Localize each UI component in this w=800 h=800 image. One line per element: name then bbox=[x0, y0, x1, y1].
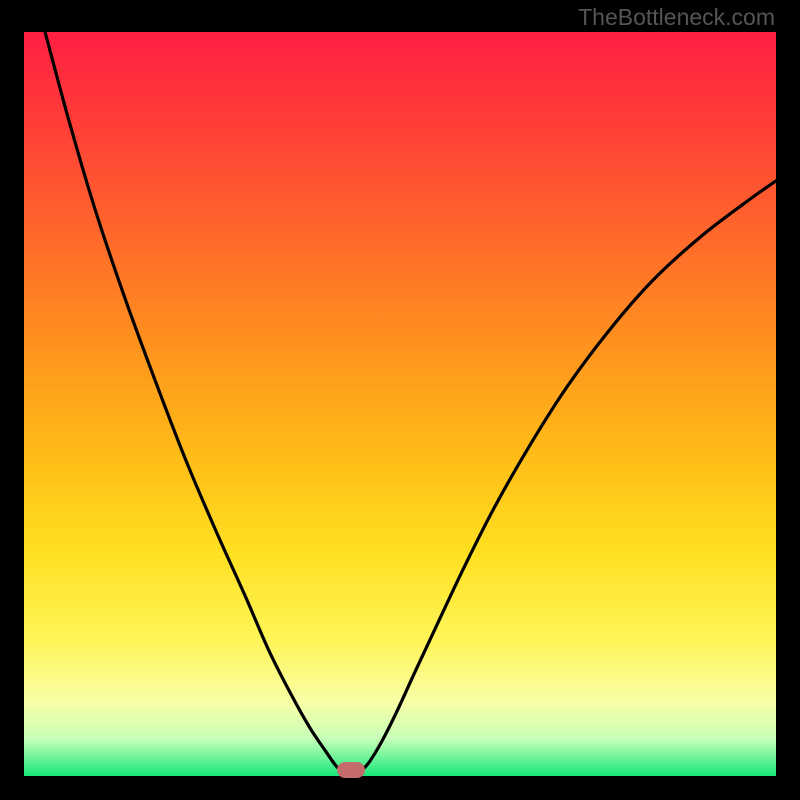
watermark-label: TheBottleneck.com bbox=[578, 4, 775, 31]
bottleneck-marker bbox=[337, 762, 365, 778]
chart-frame: TheBottleneck.com bbox=[0, 0, 800, 800]
plot-area bbox=[24, 32, 776, 776]
